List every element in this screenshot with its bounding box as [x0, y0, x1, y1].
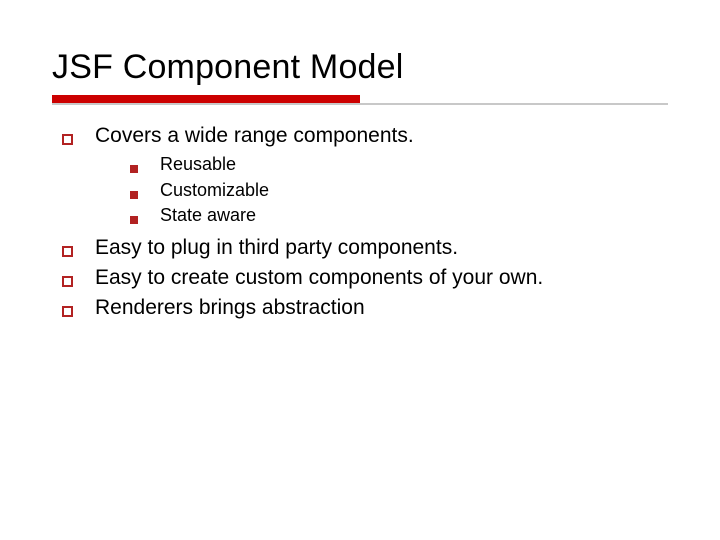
square-solid-bullet-icon [130, 216, 138, 224]
square-outline-bullet-icon [62, 134, 73, 145]
list-subitem: Customizable [130, 179, 668, 202]
slide: JSF Component Model Covers a wide range … [0, 0, 720, 540]
list-subitem: Reusable [130, 153, 668, 176]
list-item: Easy to plug in third party components. [62, 235, 668, 261]
list-subitem-text: Reusable [160, 153, 236, 176]
slide-content: Covers a wide range components. Reusable… [52, 123, 668, 322]
square-solid-bullet-icon [130, 165, 138, 173]
rule-red-bar [52, 95, 360, 103]
level1-list: Covers a wide range components. Reusable… [52, 123, 668, 322]
list-item-text: Renderers brings abstraction [95, 295, 365, 321]
title-rule [52, 95, 668, 105]
square-outline-bullet-icon [62, 306, 73, 317]
level2-list: Reusable Customizable State aware [52, 153, 668, 227]
list-item: Renderers brings abstraction [62, 295, 668, 321]
list-item-text: Easy to plug in third party components. [95, 235, 458, 261]
list-item: Easy to create custom components of your… [62, 265, 668, 291]
list-subitem-text: Customizable [160, 179, 269, 202]
rule-gray-line [52, 103, 668, 105]
square-outline-bullet-icon [62, 246, 73, 257]
list-subitem-text: State aware [160, 204, 256, 227]
list-item: Covers a wide range components. [62, 123, 668, 149]
slide-title: JSF Component Model [52, 48, 668, 87]
list-item-text: Easy to create custom components of your… [95, 265, 543, 291]
square-solid-bullet-icon [130, 191, 138, 199]
list-item-text: Covers a wide range components. [95, 123, 414, 149]
square-outline-bullet-icon [62, 276, 73, 287]
list-subitem: State aware [130, 204, 668, 227]
